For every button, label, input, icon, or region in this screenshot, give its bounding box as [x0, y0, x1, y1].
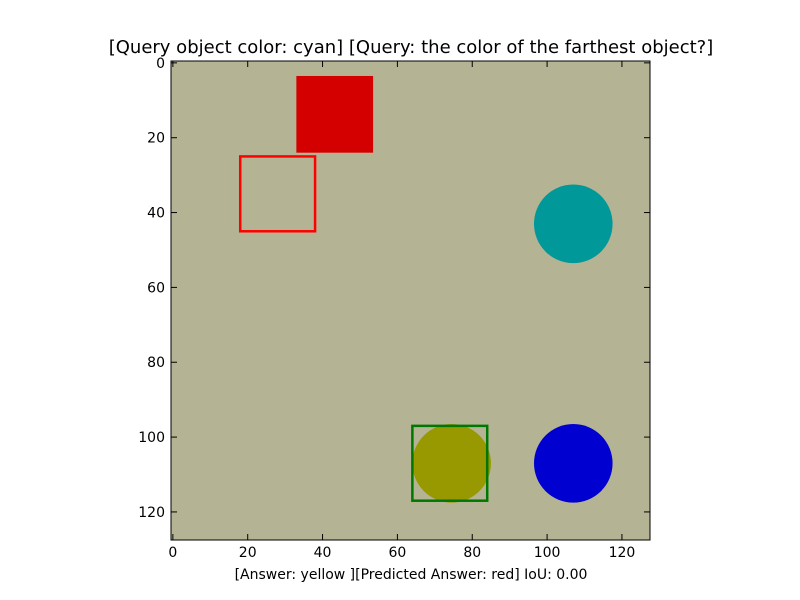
y-tick-label: 100: [138, 430, 165, 446]
x-tick-label: 40: [314, 545, 332, 561]
axes-frame: [170, 60, 651, 541]
x-tick-label: 60: [388, 545, 406, 561]
cyan-circle: [533, 184, 613, 264]
chart-title: [Query object color: cyan] [Query: the c…: [109, 37, 714, 58]
y-tick-label: 80: [147, 355, 165, 371]
y-tick-label: 0: [156, 56, 165, 72]
x-tick-label: 80: [463, 545, 481, 561]
ground-truth-box: [411, 424, 489, 502]
axes: 0 20 40 60 80 100 120 0 20 40 60 80 100 120: [138, 56, 651, 561]
x-tick-label: 120: [609, 545, 636, 561]
x-axis-label: [Answer: yellow ][Predicted Answer: red]…: [235, 567, 588, 583]
x-tick-label: 20: [239, 545, 257, 561]
y-tick-label: 40: [147, 206, 165, 222]
predicted-box: [238, 155, 317, 233]
y-tick-label: 120: [138, 505, 165, 521]
x-tick-label: 0: [168, 545, 177, 561]
blue-circle: [533, 423, 613, 503]
y-tick-label: 20: [147, 131, 165, 147]
plot-area: [171, 61, 650, 540]
y-tick-label: 60: [147, 280, 165, 296]
red-square: [296, 75, 374, 153]
yellow-circle: [412, 423, 491, 503]
x-tick-label: 100: [534, 545, 561, 561]
